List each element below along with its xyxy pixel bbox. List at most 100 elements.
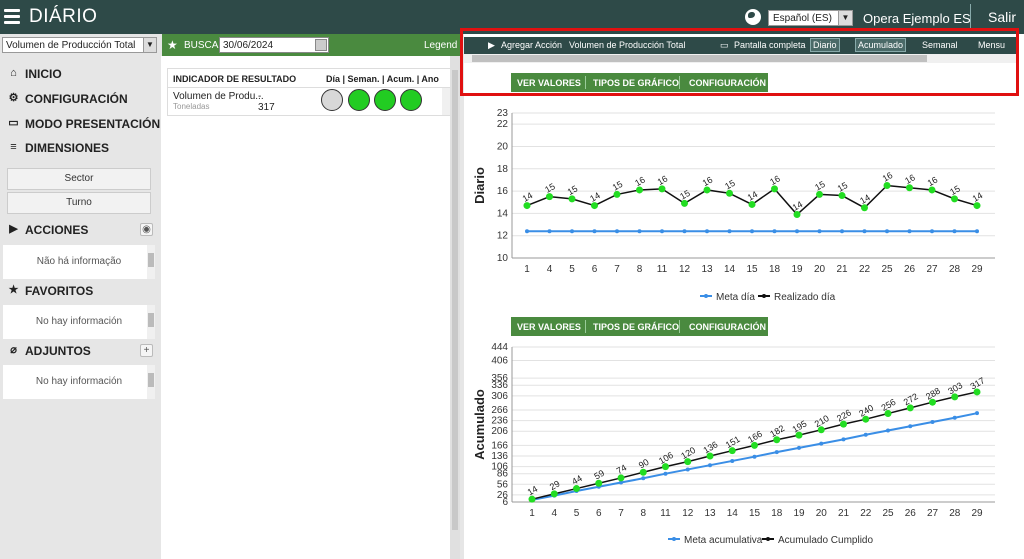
x-tick-label: 5 [569, 264, 575, 275]
real-point [861, 204, 868, 212]
data-label: 16 [768, 173, 782, 187]
data-label: 15 [678, 188, 692, 202]
sidebar-item-modo-presentacion[interactable]: ▭ MODO PRESENTACIÓN [8, 117, 161, 131]
dimension-turno-button[interactable]: Turno [7, 192, 151, 214]
x-tick-label: 13 [701, 264, 713, 275]
tab-mensual[interactable]: Mensu [978, 40, 1006, 50]
configuracion-menu[interactable]: CONFIGURACIÓN [689, 78, 766, 88]
date-field[interactable]: 30/06/2024 [219, 37, 329, 53]
legend-link[interactable]: Legend [424, 40, 458, 51]
configuracion-menu[interactable]: CONFIGURACIÓN [689, 322, 766, 332]
real-point [951, 195, 958, 203]
indicator-list: INDICADOR DE RESULTADO Día | Seman. | Ac… [161, 56, 460, 559]
data-label: 14 [588, 190, 602, 204]
scrollbar[interactable] [147, 365, 155, 399]
scrollbar[interactable] [147, 245, 155, 279]
sidebar-item-adjuntos[interactable]: ⌀ ADJUNTOS + [0, 340, 161, 362]
indicator-select[interactable]: Volumen de Producción Total ▼ [2, 37, 157, 53]
scrollbar[interactable] [147, 305, 155, 339]
x-tick-label: 11 [660, 508, 671, 519]
real-point [617, 474, 625, 482]
meta-point [840, 229, 844, 234]
y-tick-label: 22 [497, 119, 509, 130]
real-point [840, 420, 847, 428]
x-tick-label: 28 [949, 264, 961, 275]
tab-diario[interactable]: Diario [810, 38, 840, 52]
real-point [573, 485, 580, 493]
sidebar-item-favoritos[interactable]: ★ FAVORITOS [8, 284, 94, 298]
legend-meta-marker [704, 294, 708, 298]
meta-point [705, 229, 709, 234]
table-header: INDICADOR DE RESULTADO [173, 74, 297, 84]
meta-point [975, 411, 979, 416]
sidebar-item-dimensiones[interactable]: ≡ DIMENSIONES [0, 137, 161, 159]
tipos-grafico-menu[interactable]: TIPOS DE GRÁFICO [593, 78, 680, 88]
scrollbar[interactable] [450, 56, 460, 559]
data-label: 14 [526, 484, 540, 498]
chevron-down-icon: ▼ [143, 38, 156, 52]
tab-acumulado[interactable]: Acumulado [855, 38, 907, 52]
star-icon[interactable]: ★ [167, 38, 178, 52]
meta-point [592, 229, 597, 234]
add-icon[interactable]: ◉ [140, 223, 153, 236]
status-acum-dot [374, 89, 396, 111]
dimension-sector-button[interactable]: Sector [7, 168, 151, 190]
real-point [795, 431, 803, 439]
x-tick-label: 4 [551, 508, 557, 519]
menu-icon[interactable] [4, 9, 20, 24]
real-point [639, 468, 647, 476]
table-row[interactable]: Volumen de Produ... Toneladas - 317 [168, 87, 450, 115]
status-year-dot [400, 89, 422, 111]
data-label: 16 [656, 173, 670, 187]
calendar-icon[interactable] [315, 39, 327, 51]
y-tick-label: 306 [491, 391, 508, 402]
legend-meta-label: Meta acumulativa [684, 535, 763, 546]
ver-valores-menu[interactable]: VER VALORES [517, 78, 581, 88]
table-header-columns: Día | Seman. | Acum. | Ano [326, 74, 439, 84]
real-point [817, 426, 825, 434]
y-tick-label: 444 [491, 342, 508, 353]
real-point [951, 393, 959, 401]
toolbar-scrollbar[interactable] [464, 54, 1019, 63]
data-label: 16 [903, 172, 917, 186]
data-label: 106 [657, 450, 675, 466]
meta-point [750, 229, 754, 234]
search-bar: ★ BUSCA 30/06/2024 Legend [162, 34, 460, 56]
data-label: 90 [637, 457, 651, 471]
x-tick-label: 22 [860, 508, 872, 519]
indicator-name[interactable]: Volumen de Produ... [173, 91, 264, 102]
data-label: 16 [701, 175, 715, 189]
meta-point [663, 471, 668, 476]
sidebar-item-inicio[interactable]: ⌂ INICIO [0, 63, 161, 85]
logout-link[interactable]: Salir [988, 9, 1017, 25]
meta-point [727, 229, 732, 234]
add-icon[interactable]: + [140, 344, 153, 357]
real-point [550, 490, 558, 498]
x-tick-label: 20 [816, 508, 828, 519]
x-tick-label: 19 [791, 264, 803, 275]
data-label: 151 [724, 434, 742, 450]
ver-valores-menu[interactable]: VER VALORES [517, 322, 581, 332]
add-action-button[interactable]: Agregar Acción [501, 40, 563, 50]
meta-point [774, 450, 779, 455]
scrollbar[interactable] [442, 88, 450, 115]
real-point [973, 202, 981, 210]
x-tick-label: 27 [927, 508, 939, 519]
fullscreen-button[interactable]: Pantalla completa [734, 40, 806, 50]
sidebar-item-configuracion[interactable]: ⚙ CONFIGURACIÓN [8, 92, 128, 106]
y-tick-label: 206 [491, 426, 508, 437]
y-axis-label: Diario [472, 167, 487, 204]
sidebar-item-acciones[interactable]: ▶ ACCIONES ◉ [0, 219, 161, 241]
tab-semanal[interactable]: Semanal [922, 40, 958, 50]
meta-point [908, 424, 913, 429]
language-select[interactable]: Español (ES) ▼ [768, 10, 853, 26]
meta-point [615, 229, 619, 234]
y-tick-label: 266 [491, 405, 508, 416]
legend-real-marker [762, 294, 766, 298]
data-label: 14 [858, 192, 872, 206]
meta-point [817, 229, 822, 234]
legend-meta-label: Meta día [716, 292, 755, 303]
legend-meta-marker [672, 537, 676, 541]
tipos-grafico-menu[interactable]: TIPOS DE GRÁFICO [593, 322, 680, 332]
